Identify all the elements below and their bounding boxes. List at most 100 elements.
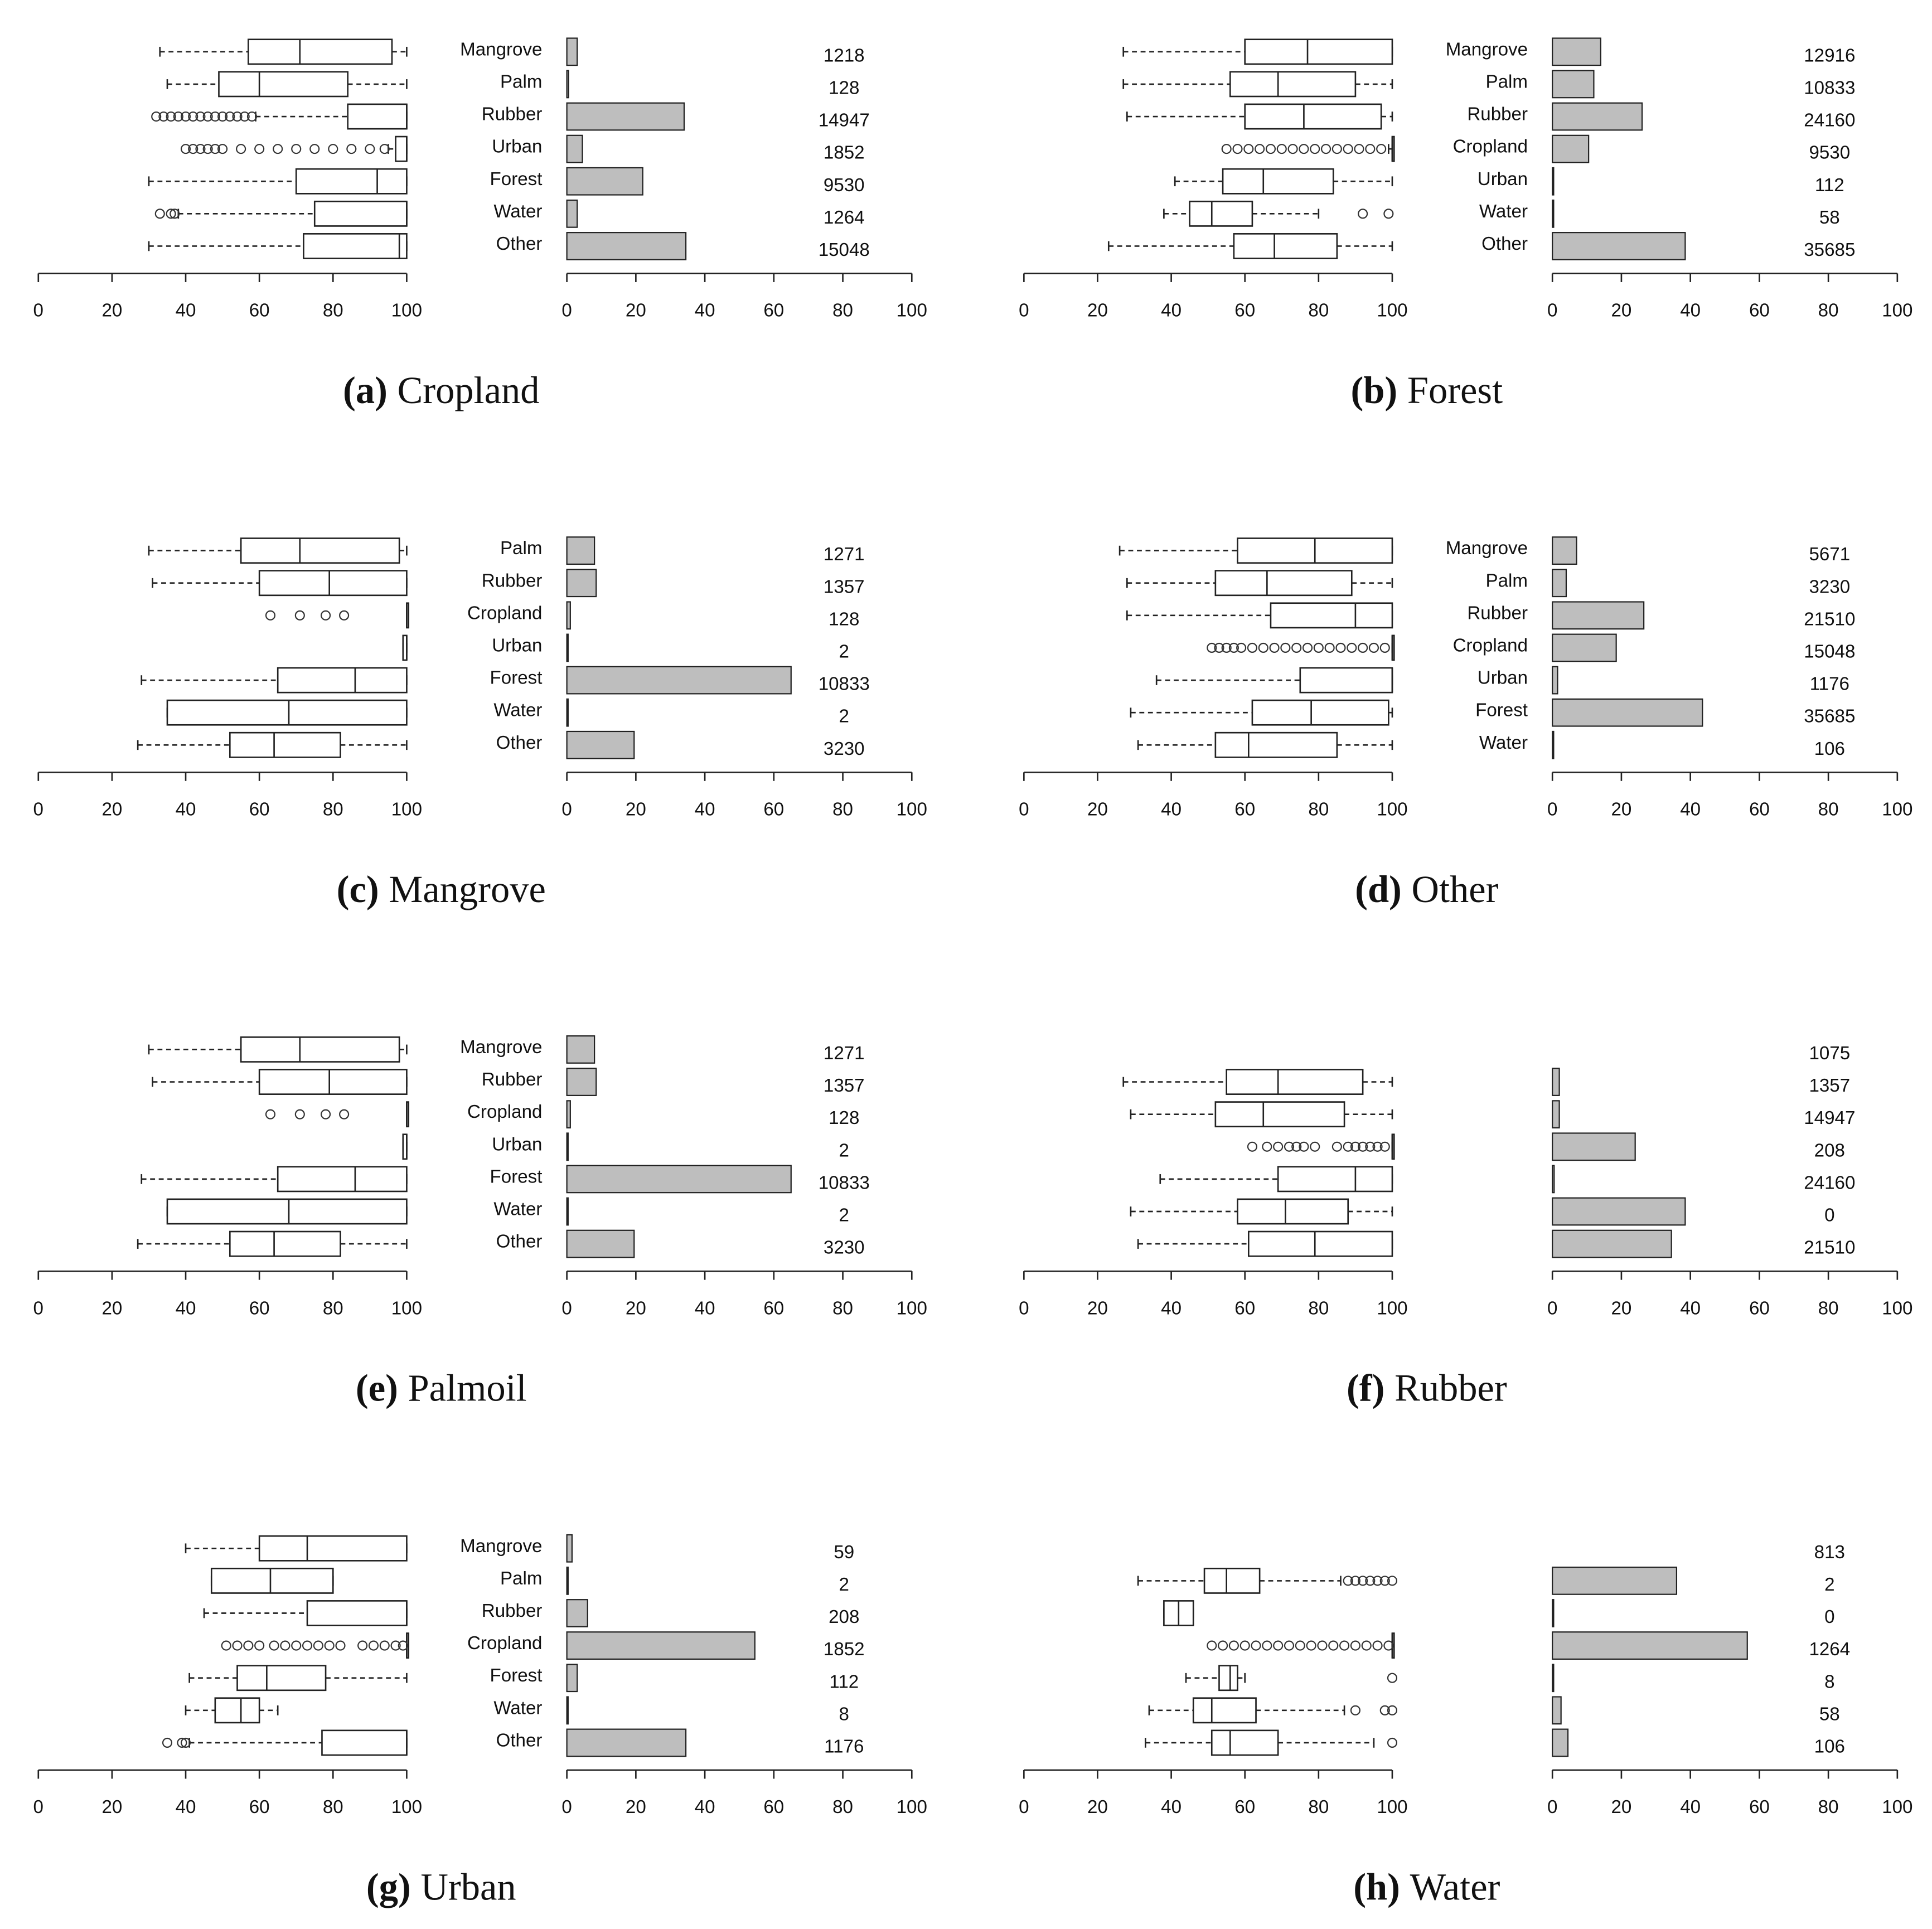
category-label: Cropland [1453,635,1528,656]
outlier [1372,1576,1383,1586]
outlier [321,1109,331,1119]
count-label: 112 [829,1671,859,1692]
x-tick-label: 40 [1680,799,1701,820]
category-label: Other [496,234,543,254]
x-tick-label: 20 [101,1298,122,1319]
x-tick-label: 100 [1377,301,1407,321]
category-label: Water [1479,201,1528,222]
category-label: Water [493,1199,542,1220]
outlier [294,610,305,621]
category-label: Forest [490,1665,543,1686]
box [1203,1567,1261,1594]
box [1244,38,1393,65]
box [1210,1729,1279,1756]
box [1248,1230,1393,1257]
outlier [291,144,302,154]
category-label: Urban [492,137,542,157]
x-tick-label: 60 [763,301,784,321]
x-tick-label: 40 [695,301,715,321]
outlier [1343,144,1353,154]
x-tick-label: 20 [1611,799,1631,820]
caption-tag: (d) [1355,868,1402,910]
caption-tag: (a) [343,369,388,411]
x-tick-label: 100 [1377,799,1407,820]
count-label: 0 [1824,1607,1834,1627]
outlier [254,1640,265,1651]
category-label: Urban [1478,169,1528,190]
x-tick-label: 0 [1547,301,1557,321]
bar [1552,134,1590,163]
outlier [1214,642,1224,653]
outlier [1299,144,1309,154]
outlier [1379,1705,1390,1715]
box [258,1535,408,1562]
x-tick-label: 0 [1019,1797,1029,1817]
count-label: 3230 [824,1238,865,1258]
box [166,699,408,726]
outlier [180,111,191,122]
count-label: 1176 [824,1737,864,1757]
x-tick-label: 20 [1611,301,1631,321]
outlier [154,209,165,219]
box [1214,1101,1345,1128]
box [1244,103,1382,130]
caption-text: Palmoil [408,1366,527,1409]
category-label: Mangrove [460,39,542,60]
category-label: Palm [500,71,542,92]
outlier [1291,642,1302,653]
box [1192,1697,1257,1724]
outlier [1350,1640,1360,1651]
x-tick-label: 20 [626,799,646,820]
outlier [265,1109,276,1119]
count-label: 35685 [1804,706,1855,727]
bar [1552,1728,1569,1757]
caption-text: Forest [1407,369,1503,411]
bar [1552,666,1558,695]
x-tick-label: 40 [1161,799,1182,820]
bar [1552,1631,1748,1660]
outlier [1262,1640,1272,1651]
outlier [232,1640,243,1651]
count-label: 1357 [824,576,865,597]
bar [566,698,569,727]
count-label: 1852 [824,1639,865,1660]
outlier [324,1640,335,1651]
x-tick-label: 60 [1749,1797,1770,1817]
x-tick-label: 80 [1308,1298,1329,1319]
x-tick-label: 20 [101,301,122,321]
outlier [1228,642,1239,653]
count-label: 1176 [1810,674,1849,695]
count-label: 10833 [819,1172,870,1193]
x-tick-label: 40 [695,799,715,820]
count-label: 24160 [1804,110,1855,131]
count-label: 10833 [1804,77,1855,98]
bar [566,1197,569,1226]
count-label: 1218 [824,45,865,66]
category-label: Mangrove [1446,39,1528,60]
outlier [1387,1576,1398,1586]
x-tick-label: 100 [391,301,422,321]
category-label: Rubber [482,570,543,591]
outlier [239,111,250,122]
outlier [365,144,375,154]
outlier [1313,642,1324,653]
outlier [1276,144,1287,154]
box [1233,233,1338,259]
caption-text: Mangrove [389,868,545,910]
count-label: 9530 [824,175,865,196]
x-tick-label: 80 [323,1797,343,1817]
category-label: Mangrove [1446,538,1528,559]
bar [566,1664,578,1693]
bar [1552,1197,1686,1226]
x-tick-label: 20 [626,1797,646,1817]
outlier [1218,1640,1228,1651]
x-tick-label: 20 [1611,1797,1631,1817]
bar [566,134,583,163]
x-tick-label: 0 [33,1298,43,1319]
category-label: Mangrove [460,1536,542,1557]
category-label: Urban [1478,668,1528,689]
category-label: Palm [500,1568,542,1589]
x-tick-label: 40 [1680,1797,1701,1817]
outlier [1358,642,1368,653]
x-tick-label: 20 [1611,1298,1631,1319]
